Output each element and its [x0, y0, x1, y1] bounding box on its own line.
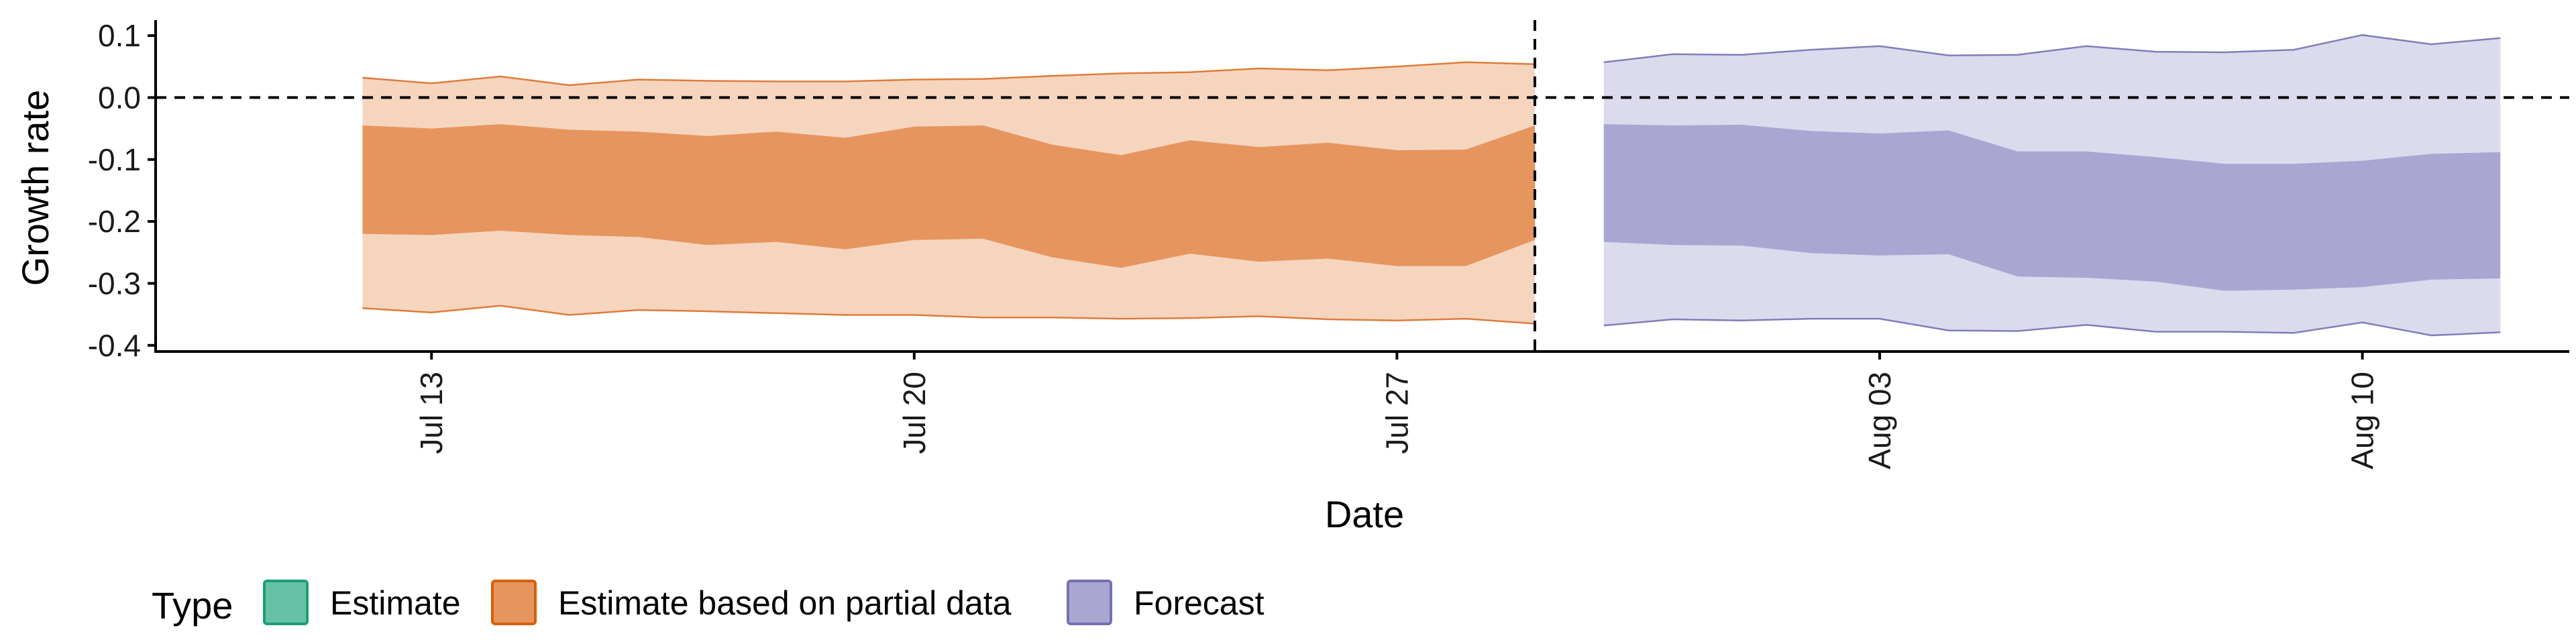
legend-label-estimate-based-on-partial-data: Estimate based on partial data: [558, 584, 1012, 622]
forecast-upper-line: [1603, 34, 2501, 64]
y-tick-label: -0.2: [88, 204, 141, 239]
y-tick-label: -0.4: [88, 328, 141, 363]
legend-label-forecast: Forecast: [1134, 584, 1265, 622]
x-tick-label: Aug 03: [1862, 372, 1897, 470]
legend-items: Estimate Estimate based on partial data Fo…: [263, 580, 1265, 625]
legend-swatch-estimate-based-on-partial-data: [491, 580, 537, 625]
y-tick-label: 0.0: [98, 80, 141, 115]
plot-bands: [362, 34, 2501, 337]
y-tick-label: 0.1: [98, 18, 141, 53]
x-axis-title: Date: [1325, 493, 1404, 535]
axes: [154, 20, 2569, 353]
forecast-lower-line: [1603, 317, 2501, 337]
x-axis-ticks: Jul 13 Jul 20 Jul 27 Aug 03 Aug 10: [414, 352, 2380, 470]
estimate-based-on-partial-data-upper-line: [362, 61, 1536, 87]
forecast-50-band: [1603, 124, 2501, 291]
x-tick-label: Jul 13: [414, 372, 449, 454]
estimate-based-on-partial-data-lower-line: [362, 305, 1536, 325]
x-tick-label: Jul 27: [1379, 372, 1414, 454]
legend-swatch-estimate: [263, 580, 309, 625]
legend: Type Estimate Estimate based on partial d…: [152, 580, 1265, 627]
legend-title: Type: [152, 584, 233, 627]
x-tick-label: Jul 20: [897, 372, 932, 454]
reference-lines: [156, 20, 2569, 352]
legend-swatch-forecast: [1067, 580, 1112, 625]
y-tick-label: -0.1: [88, 142, 141, 177]
y-axis-title: Growth rate: [14, 90, 56, 286]
y-axis-ticks: 0.1 0.0 -0.1 -0.2 -0.3 -0.4: [88, 18, 156, 363]
legend-label-estimate: Estimate: [330, 584, 461, 622]
y-tick-label: -0.3: [88, 266, 141, 301]
x-tick-label: Aug 10: [2345, 372, 2380, 470]
estimate-based-on-partial-data-50-band: [362, 124, 1535, 268]
